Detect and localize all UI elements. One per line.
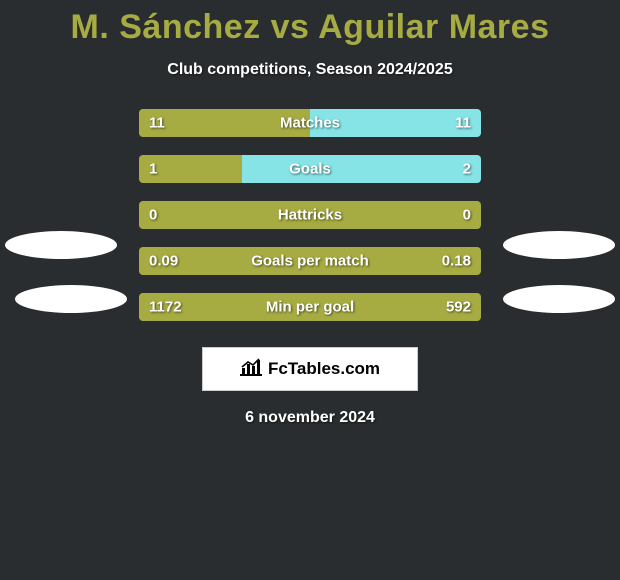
bar-value-right: 592	[446, 299, 471, 316]
bar-value-right: 11	[455, 115, 471, 132]
logo-box: FcTables.com	[202, 347, 418, 391]
bar-label: Matches	[280, 115, 340, 132]
player-badge-left-2	[15, 285, 127, 313]
bar-value-left: 1172	[149, 299, 182, 316]
bar-container: Matches 11 11 Goals 1 2 Hattricks 0 0 Goals per m…	[139, 109, 481, 321]
bar-row: Goals 1 2	[139, 155, 481, 183]
bar-label: Hattricks	[278, 207, 342, 224]
bar-label: Goals per match	[251, 253, 369, 270]
bar-label: Min per goal	[266, 299, 354, 316]
bar-label: Goals	[289, 161, 331, 178]
bar-row: Goals per match 0.09 0.18	[139, 247, 481, 275]
date-line: 6 november 2024	[0, 409, 620, 427]
player-badge-left-1	[5, 231, 117, 259]
bar-row: Min per goal 1172 592	[139, 293, 481, 321]
subtitle: Club competitions, Season 2024/2025	[0, 61, 620, 79]
bar-row: Hattricks 0 0	[139, 201, 481, 229]
chart-icon	[240, 358, 262, 381]
bar-value-left: 11	[149, 115, 165, 132]
bar-right-fill	[242, 155, 481, 183]
bar-row: Matches 11 11	[139, 109, 481, 137]
logo-text: FcTables.com	[268, 359, 380, 379]
bar-value-right: 0.18	[442, 253, 471, 270]
player-badge-right-1	[503, 231, 615, 259]
player-badge-right-2	[503, 285, 615, 313]
bar-value-right: 0	[463, 207, 471, 224]
bar-value-left: 1	[149, 161, 157, 178]
bar-value-left: 0.09	[149, 253, 178, 270]
bar-value-left: 0	[149, 207, 157, 224]
comparison-chart: Matches 11 11 Goals 1 2 Hattricks 0 0 Goals per m…	[0, 109, 620, 339]
bar-value-right: 2	[463, 161, 471, 178]
page-title: M. Sánchez vs Aguilar Mares	[0, 0, 620, 47]
